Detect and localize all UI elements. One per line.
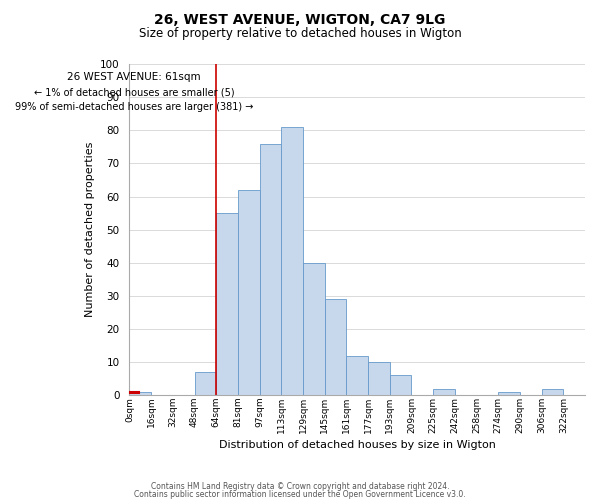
Bar — [542, 388, 563, 396]
Bar — [260, 144, 281, 396]
Text: 26, WEST AVENUE, WIGTON, CA7 9LG: 26, WEST AVENUE, WIGTON, CA7 9LG — [154, 12, 446, 26]
Bar — [368, 362, 390, 396]
Y-axis label: Number of detached properties: Number of detached properties — [85, 142, 95, 318]
Bar — [433, 388, 455, 396]
Bar — [498, 392, 520, 396]
Bar — [194, 372, 216, 396]
X-axis label: Distribution of detached houses by size in Wigton: Distribution of detached houses by size … — [219, 440, 496, 450]
Text: Contains public sector information licensed under the Open Government Licence v3: Contains public sector information licen… — [134, 490, 466, 499]
Text: ← 1% of detached houses are smaller (5): ← 1% of detached houses are smaller (5) — [34, 87, 235, 97]
Text: Contains HM Land Registry data © Crown copyright and database right 2024.: Contains HM Land Registry data © Crown c… — [151, 482, 449, 491]
Bar — [238, 190, 260, 396]
Bar — [325, 299, 346, 396]
Text: 26 WEST AVENUE: 61sqm: 26 WEST AVENUE: 61sqm — [67, 72, 201, 83]
Bar — [346, 356, 368, 396]
Bar — [216, 213, 238, 396]
Bar — [281, 127, 303, 396]
Bar — [390, 376, 412, 396]
Bar — [303, 263, 325, 396]
Bar — [130, 392, 151, 396]
Text: Size of property relative to detached houses in Wigton: Size of property relative to detached ho… — [139, 28, 461, 40]
Text: 99% of semi-detached houses are larger (381) →: 99% of semi-detached houses are larger (… — [15, 102, 253, 112]
